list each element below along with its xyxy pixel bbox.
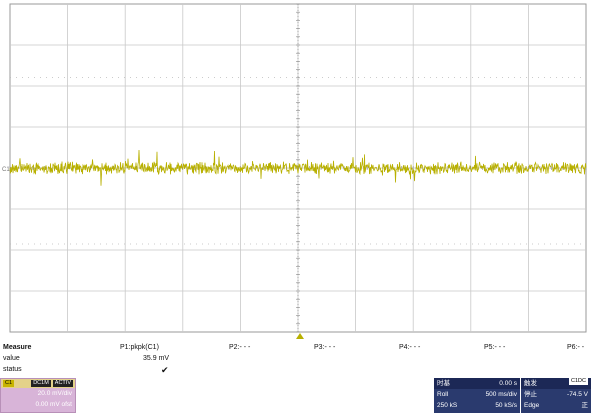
timebase-header: 时基 0.00 s	[434, 378, 520, 389]
trigger-row-2: Edge 正	[521, 400, 591, 411]
measure-row-value: value	[3, 355, 20, 362]
trigger-title: 触发	[524, 380, 537, 387]
measure-p1-value: 35.9 mV	[143, 355, 170, 362]
timebase-title: 时基	[437, 380, 450, 387]
channel-marker: C1	[2, 167, 10, 173]
trigger-level: -74.5 V	[567, 391, 588, 398]
channel1-activity-tag: ACTIV	[52, 380, 73, 387]
timebase-descriptor[interactable]: 时基 0.00 s Roll 500 ms/div 250 kS 50 kS/s	[434, 378, 520, 413]
measure-row-status: status	[3, 366, 22, 373]
measure-p3[interactable]: P3:- - -	[314, 344, 336, 351]
measure-title: Measure	[3, 344, 32, 351]
channel1-coupling-tag: DC1M	[31, 380, 51, 387]
trigger-descriptor[interactable]: 触发 C1DC 停止 -74.5 V Edge 正	[521, 378, 591, 413]
timebase-row-1: Roll 500 ms/div	[434, 389, 520, 400]
timebase-delay: 0.00 s	[499, 380, 517, 387]
timebase-samples: 250 kS	[437, 402, 458, 409]
timebase-scale: 500 ms/div	[485, 391, 517, 398]
channel1-offset: 0.00 mV ofst	[35, 401, 73, 408]
trigger-header: 触发 C1DC	[521, 378, 591, 389]
timebase-rate: 50 kS/s	[495, 402, 517, 409]
trigger-row-1: 停止 -74.5 V	[521, 389, 591, 400]
c1-trace	[9, 149, 587, 186]
trigger-slope: 正	[581, 402, 589, 409]
measure-p1-name[interactable]: P1:pkpk(C1)	[120, 344, 159, 351]
channel1-header: C1 DC1M ACTIV	[1, 379, 75, 388]
measure-p4[interactable]: P4:- - -	[399, 344, 421, 351]
timebase-row-2: 250 kS 50 kS/s	[434, 400, 520, 411]
waveform-grid: C1	[2, 3, 587, 339]
measure-p2[interactable]: P2:- - -	[229, 344, 251, 351]
measure-p6[interactable]: P6:- -	[567, 344, 585, 351]
measure-p5[interactable]: P5:- - -	[484, 344, 506, 351]
status-bar: C1 DC1M ACTIV 20.0 mV/div 0.00 mV ofst 时…	[0, 378, 591, 413]
trigger-source-tag: C1DC	[569, 378, 588, 385]
checkmark-icon: ✔	[161, 365, 169, 375]
trigger-state: 停止	[524, 391, 537, 398]
measure-panel: Measure value status P1:pkpk(C1) 35.9 mV…	[0, 341, 591, 375]
channel1-descriptor[interactable]: C1 DC1M ACTIV 20.0 mV/div 0.00 mV ofst	[0, 378, 76, 413]
timebase-mode: Roll	[437, 391, 449, 398]
channel1-label: C1	[3, 380, 15, 387]
channel1-scale: 20.0 mV/div	[37, 390, 72, 397]
triangle-up-icon	[296, 333, 304, 339]
trigger-type: Edge	[524, 402, 540, 409]
scope-display[interactable]: C1	[0, 0, 591, 340]
